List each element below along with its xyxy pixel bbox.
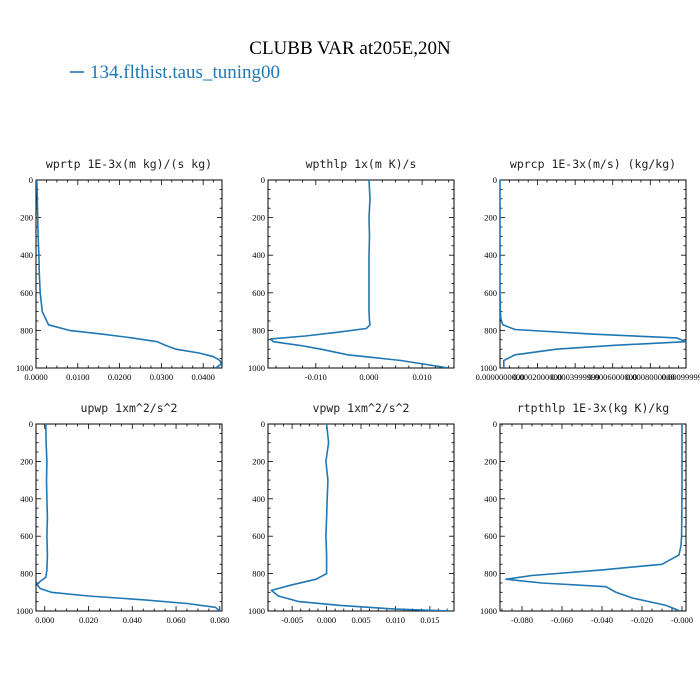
series-line — [36, 424, 221, 611]
panel-6: rtpthlp 1E-3x(kg K)/kg 0 200 400 600 800 1000 -… — [480, 401, 693, 625]
x-tick-label: 0.060 — [166, 615, 185, 625]
y-tick-label: 600 — [252, 288, 265, 298]
x-tick-label: -0.010 — [305, 372, 327, 382]
y-tick-label: 200 — [20, 456, 33, 466]
y-tick-label: 0 — [493, 175, 497, 185]
x-tick-label: 0.080 — [210, 615, 229, 625]
x-tick-label: 0.0100 — [66, 372, 89, 382]
y-tick-label: 800 — [252, 569, 265, 579]
y-tick-label: 200 — [252, 456, 265, 466]
x-tick-label: 0.010 — [386, 615, 405, 625]
x-tick-label: -0.080 — [511, 615, 533, 625]
y-tick-label: 800 — [484, 325, 497, 335]
panel-title: wpthlp 1x(m K)/s — [306, 157, 417, 171]
y-tick-label: 200 — [484, 456, 497, 466]
x-tick-label: 0.0008000000 — [626, 372, 675, 382]
y-tick-label: 200 — [252, 213, 265, 223]
figure-title: CLUBB VAR at205E,20N — [249, 38, 451, 59]
y-tick-label: 800 — [484, 569, 497, 579]
x-tick-label: 0.005 — [351, 615, 370, 625]
panel-title: upwp 1xm^2/s^2 — [81, 401, 178, 415]
x-tick-label: -0.000 — [671, 615, 693, 625]
panel-5: vpwp 1xm^2/s^2 0 200 400 600 800 1000 -0.005 0.0… — [248, 401, 455, 625]
y-tick-label: 0 — [261, 175, 265, 185]
panel-1: wprtp 1E-3x(m kg)/(s kg) 0 200 400 600 800 100… — [16, 157, 223, 382]
panel-title: wprtp 1E-3x(m kg)/(s kg) — [46, 157, 212, 171]
y-tick-label: 600 — [20, 531, 33, 541]
panels: wprtp 1E-3x(m kg)/(s kg) 0 200 400 600 800 100… — [16, 157, 700, 625]
panel-frame — [35, 423, 223, 612]
panel-frame — [499, 423, 687, 612]
y-tick-label: 200 — [484, 213, 497, 223]
y-tick-label: 800 — [20, 569, 33, 579]
x-tick-label: 0.000 — [35, 615, 54, 625]
y-tick-label: 1000 — [480, 363, 497, 373]
panel-2: wpthlp 1x(m K)/s 0 200 400 600 800 1000 -0.010 0… — [248, 157, 455, 382]
y-tick-label: 1000 — [480, 606, 497, 616]
y-tick-label: 400 — [252, 250, 265, 260]
x-tick-label: 0.000 — [359, 372, 378, 382]
y-tick-label: 800 — [20, 325, 33, 335]
y-tick-label: 600 — [484, 531, 497, 541]
y-tick-label: 0 — [29, 419, 33, 429]
y-tick-label: 1000 — [248, 606, 265, 616]
legend-label: 134.flthist.taus_tuning00 — [90, 62, 280, 83]
y-tick-label: 200 — [20, 213, 33, 223]
y-tick-label: 400 — [252, 494, 265, 504]
x-tick-label: -0.040 — [591, 615, 613, 625]
x-tick-label: 0.0400 — [192, 372, 215, 382]
y-tick-label: 0 — [261, 419, 265, 429]
x-tick-label: 0.0006000000 — [588, 372, 637, 382]
x-tick-label: 0.015 — [420, 615, 439, 625]
panel-title: vpwp 1xm^2/s^2 — [313, 401, 410, 415]
panel-title: rtpthlp 1E-3x(kg K)/kg — [517, 401, 669, 415]
panel-title: wprcp 1E-3x(m/s) (kg/kg) — [510, 157, 676, 171]
panel-frame — [267, 423, 455, 612]
series-line — [269, 180, 449, 368]
legend: 134.flthist.taus_tuning00 — [70, 62, 280, 83]
y-tick-label: 800 — [252, 325, 265, 335]
x-tick-label: 0.0300 — [150, 372, 173, 382]
x-tick-label: -0.005 — [281, 615, 303, 625]
x-tick-label: 0.0000 — [24, 372, 47, 382]
x-tick-label: 0.0200 — [108, 372, 131, 382]
x-tick-label: 0.000 — [317, 615, 336, 625]
series-line — [36, 180, 222, 368]
x-tick-label: 0.010 — [413, 372, 432, 382]
panel-frame — [499, 179, 687, 369]
y-tick-label: 400 — [20, 494, 33, 504]
y-tick-label: 600 — [252, 531, 265, 541]
y-tick-label: 600 — [20, 288, 33, 298]
y-tick-label: 400 — [484, 250, 497, 260]
y-tick-label: 400 — [20, 250, 33, 260]
y-tick-label: 400 — [484, 494, 497, 504]
y-tick-label: 0 — [493, 419, 497, 429]
x-tick-label: 0.020 — [79, 615, 98, 625]
x-tick-label: 0.0009999994 — [662, 372, 700, 382]
panel-frame — [267, 179, 455, 369]
x-tick-label: 0.0000000000 — [476, 372, 525, 382]
panel-frame — [35, 179, 223, 369]
y-tick-label: 1000 — [248, 363, 265, 373]
y-tick-label: 1000 — [16, 606, 33, 616]
y-tick-label: 600 — [484, 288, 497, 298]
y-tick-label: 0 — [29, 175, 33, 185]
series-line — [500, 180, 686, 368]
x-tick-label: 0.0002000000 — [513, 372, 562, 382]
x-tick-label: -0.020 — [631, 615, 653, 625]
x-tick-label: 0.040 — [123, 615, 142, 625]
series-line — [270, 424, 451, 611]
x-tick-label: 0.0003999999 — [551, 372, 600, 382]
series-line — [505, 424, 683, 611]
y-tick-label: 1000 — [16, 363, 33, 373]
x-tick-label: -0.060 — [551, 615, 573, 625]
panel-3: wprcp 1E-3x(m/s) (kg/kg) 0 200 400 600 800 100… — [476, 157, 700, 382]
